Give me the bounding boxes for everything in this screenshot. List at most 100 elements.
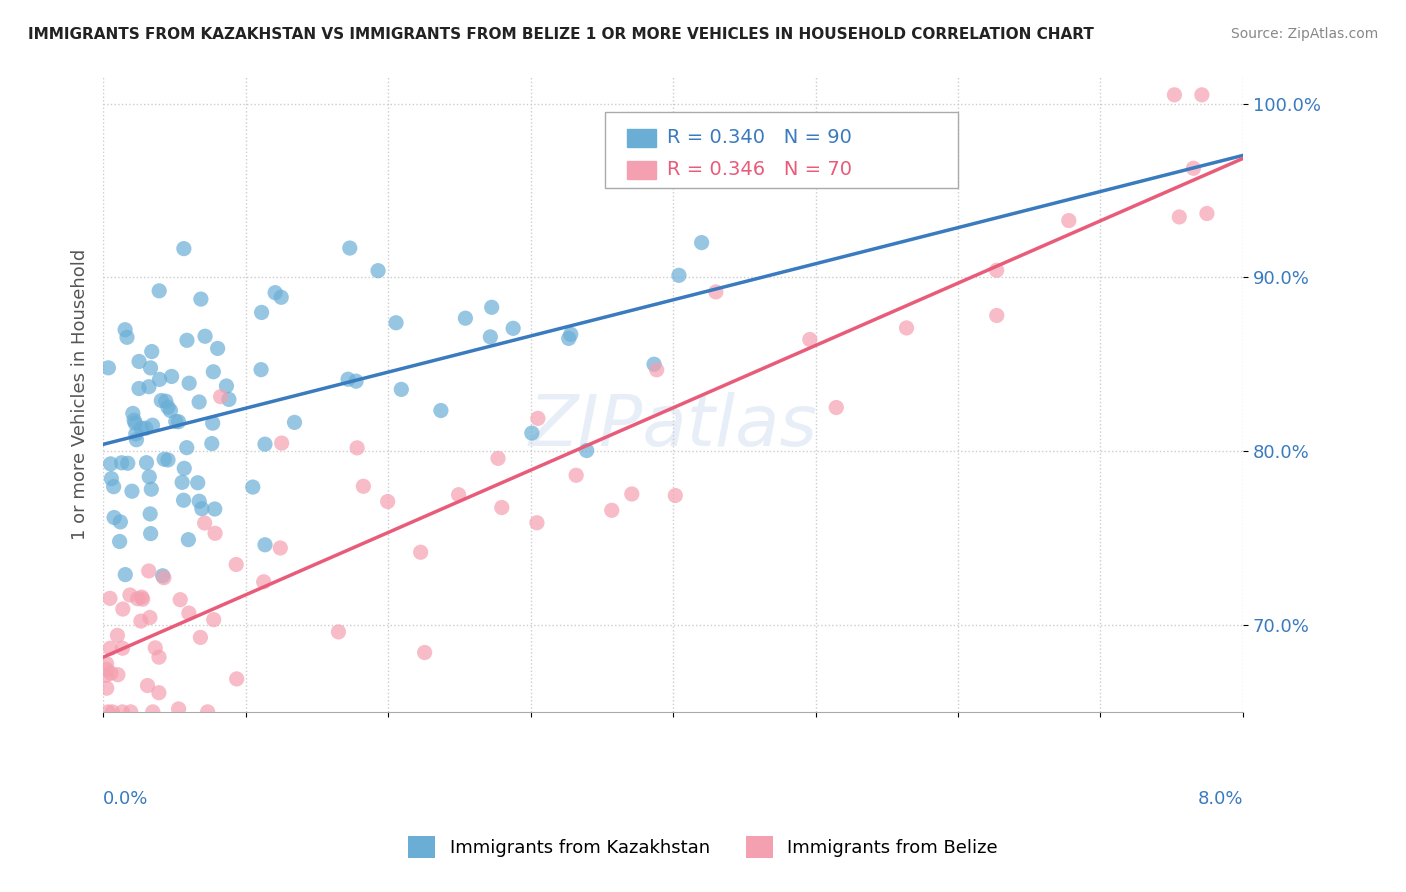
Point xyxy=(131,592,153,607)
Point xyxy=(173,461,195,475)
Point xyxy=(558,331,581,345)
Point xyxy=(143,640,166,655)
Point xyxy=(103,480,125,494)
Point xyxy=(560,327,582,342)
Point xyxy=(97,360,120,375)
Point xyxy=(188,395,211,409)
Point xyxy=(668,268,690,283)
Point xyxy=(413,646,436,660)
Point xyxy=(111,602,134,616)
Point xyxy=(131,421,153,435)
Point xyxy=(141,418,163,433)
Point xyxy=(377,494,399,508)
Point xyxy=(114,323,136,337)
Point xyxy=(96,662,118,676)
Point xyxy=(118,588,141,602)
Point xyxy=(339,241,361,255)
Point xyxy=(896,321,918,335)
Point xyxy=(202,613,225,627)
Point xyxy=(270,436,292,450)
Point xyxy=(139,526,162,541)
Point xyxy=(1182,161,1205,176)
Point xyxy=(207,342,229,356)
Point xyxy=(250,305,273,319)
Point xyxy=(218,392,240,407)
Point xyxy=(225,558,247,572)
Point xyxy=(141,482,163,496)
Point xyxy=(101,705,124,719)
Point xyxy=(139,507,162,521)
Point xyxy=(117,456,139,470)
Point xyxy=(201,436,224,450)
Text: 0.0%: 0.0% xyxy=(103,790,149,808)
Point xyxy=(177,606,200,620)
Point xyxy=(125,433,148,447)
Point xyxy=(201,416,224,430)
Point xyxy=(352,479,374,493)
Point xyxy=(253,538,276,552)
Point xyxy=(159,403,181,417)
Point xyxy=(100,457,122,471)
Point xyxy=(575,443,598,458)
Point xyxy=(645,363,668,377)
Point xyxy=(1168,210,1191,224)
Point xyxy=(502,321,524,335)
Point xyxy=(344,374,367,388)
Point xyxy=(120,705,142,719)
Point xyxy=(179,376,201,391)
Point xyxy=(225,672,247,686)
Point xyxy=(664,489,686,503)
Text: R = 0.346   N = 70: R = 0.346 N = 70 xyxy=(668,160,852,179)
Point xyxy=(526,516,548,530)
Point xyxy=(197,705,219,719)
Point xyxy=(172,475,194,490)
Text: Source: ZipAtlas.com: Source: ZipAtlas.com xyxy=(1230,27,1378,41)
Point xyxy=(447,488,470,502)
Point xyxy=(139,360,162,375)
Point xyxy=(187,475,209,490)
Point xyxy=(129,614,152,628)
Point xyxy=(153,571,176,585)
Text: IMMIGRANTS FROM KAZAKHSTAN VS IMMIGRANTS FROM BELIZE 1 OR MORE VEHICLES IN HOUSE: IMMIGRANTS FROM KAZAKHSTAN VS IMMIGRANTS… xyxy=(28,27,1094,42)
Point xyxy=(136,679,159,693)
Point xyxy=(135,456,157,470)
Point xyxy=(385,316,408,330)
Point xyxy=(190,292,212,306)
Point xyxy=(176,334,198,348)
Point xyxy=(643,357,665,371)
Point xyxy=(114,567,136,582)
Point xyxy=(111,705,134,719)
Point xyxy=(188,494,211,508)
Point xyxy=(141,344,163,359)
Point xyxy=(138,470,160,484)
Point xyxy=(98,591,121,606)
Point xyxy=(264,285,287,300)
Point xyxy=(799,333,821,347)
Point xyxy=(177,533,200,547)
Point xyxy=(270,290,292,304)
Point xyxy=(148,284,170,298)
Point xyxy=(1195,206,1218,220)
Point xyxy=(108,534,131,549)
Point xyxy=(283,416,305,430)
Text: 8.0%: 8.0% xyxy=(1198,790,1243,808)
Point xyxy=(103,510,125,524)
Point xyxy=(454,311,477,326)
Point xyxy=(191,501,214,516)
Point xyxy=(491,500,513,515)
Point xyxy=(124,416,146,430)
Point xyxy=(1163,87,1185,102)
Point xyxy=(152,569,174,583)
Point xyxy=(173,242,195,256)
Point xyxy=(202,365,225,379)
Point xyxy=(148,372,170,386)
Point xyxy=(194,329,217,343)
Point xyxy=(986,263,1008,277)
Point xyxy=(97,705,120,719)
Point xyxy=(367,263,389,277)
Point xyxy=(481,301,503,315)
Point xyxy=(121,407,143,421)
Point xyxy=(142,705,165,719)
Point xyxy=(115,330,138,344)
Point xyxy=(156,453,179,467)
